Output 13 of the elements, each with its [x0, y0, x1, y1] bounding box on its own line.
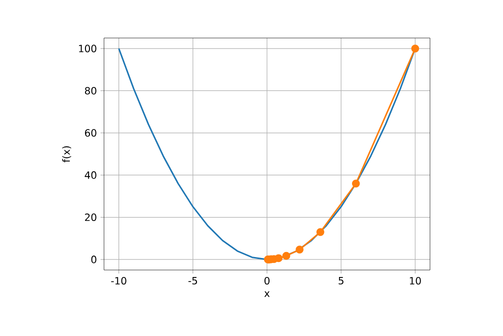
y-tick-label: 80	[84, 86, 96, 94]
x-tick-label: 10	[410, 277, 421, 285]
x-tick-label: -10	[111, 277, 126, 285]
y-tick-label: 0	[91, 256, 96, 264]
x-tick-label: 5	[338, 277, 344, 284]
y-tick-label: 40	[84, 171, 96, 179]
x-tick-label: -5	[188, 277, 198, 284]
x-axis-title: x	[264, 291, 270, 297]
y-tick-label: 60	[85, 129, 96, 137]
y-axis-title: f(x)	[62, 146, 72, 162]
y-tick-label: 20	[85, 213, 96, 222]
y-tick-label: 100	[79, 44, 96, 52]
x-tick-label: 0	[264, 277, 270, 285]
